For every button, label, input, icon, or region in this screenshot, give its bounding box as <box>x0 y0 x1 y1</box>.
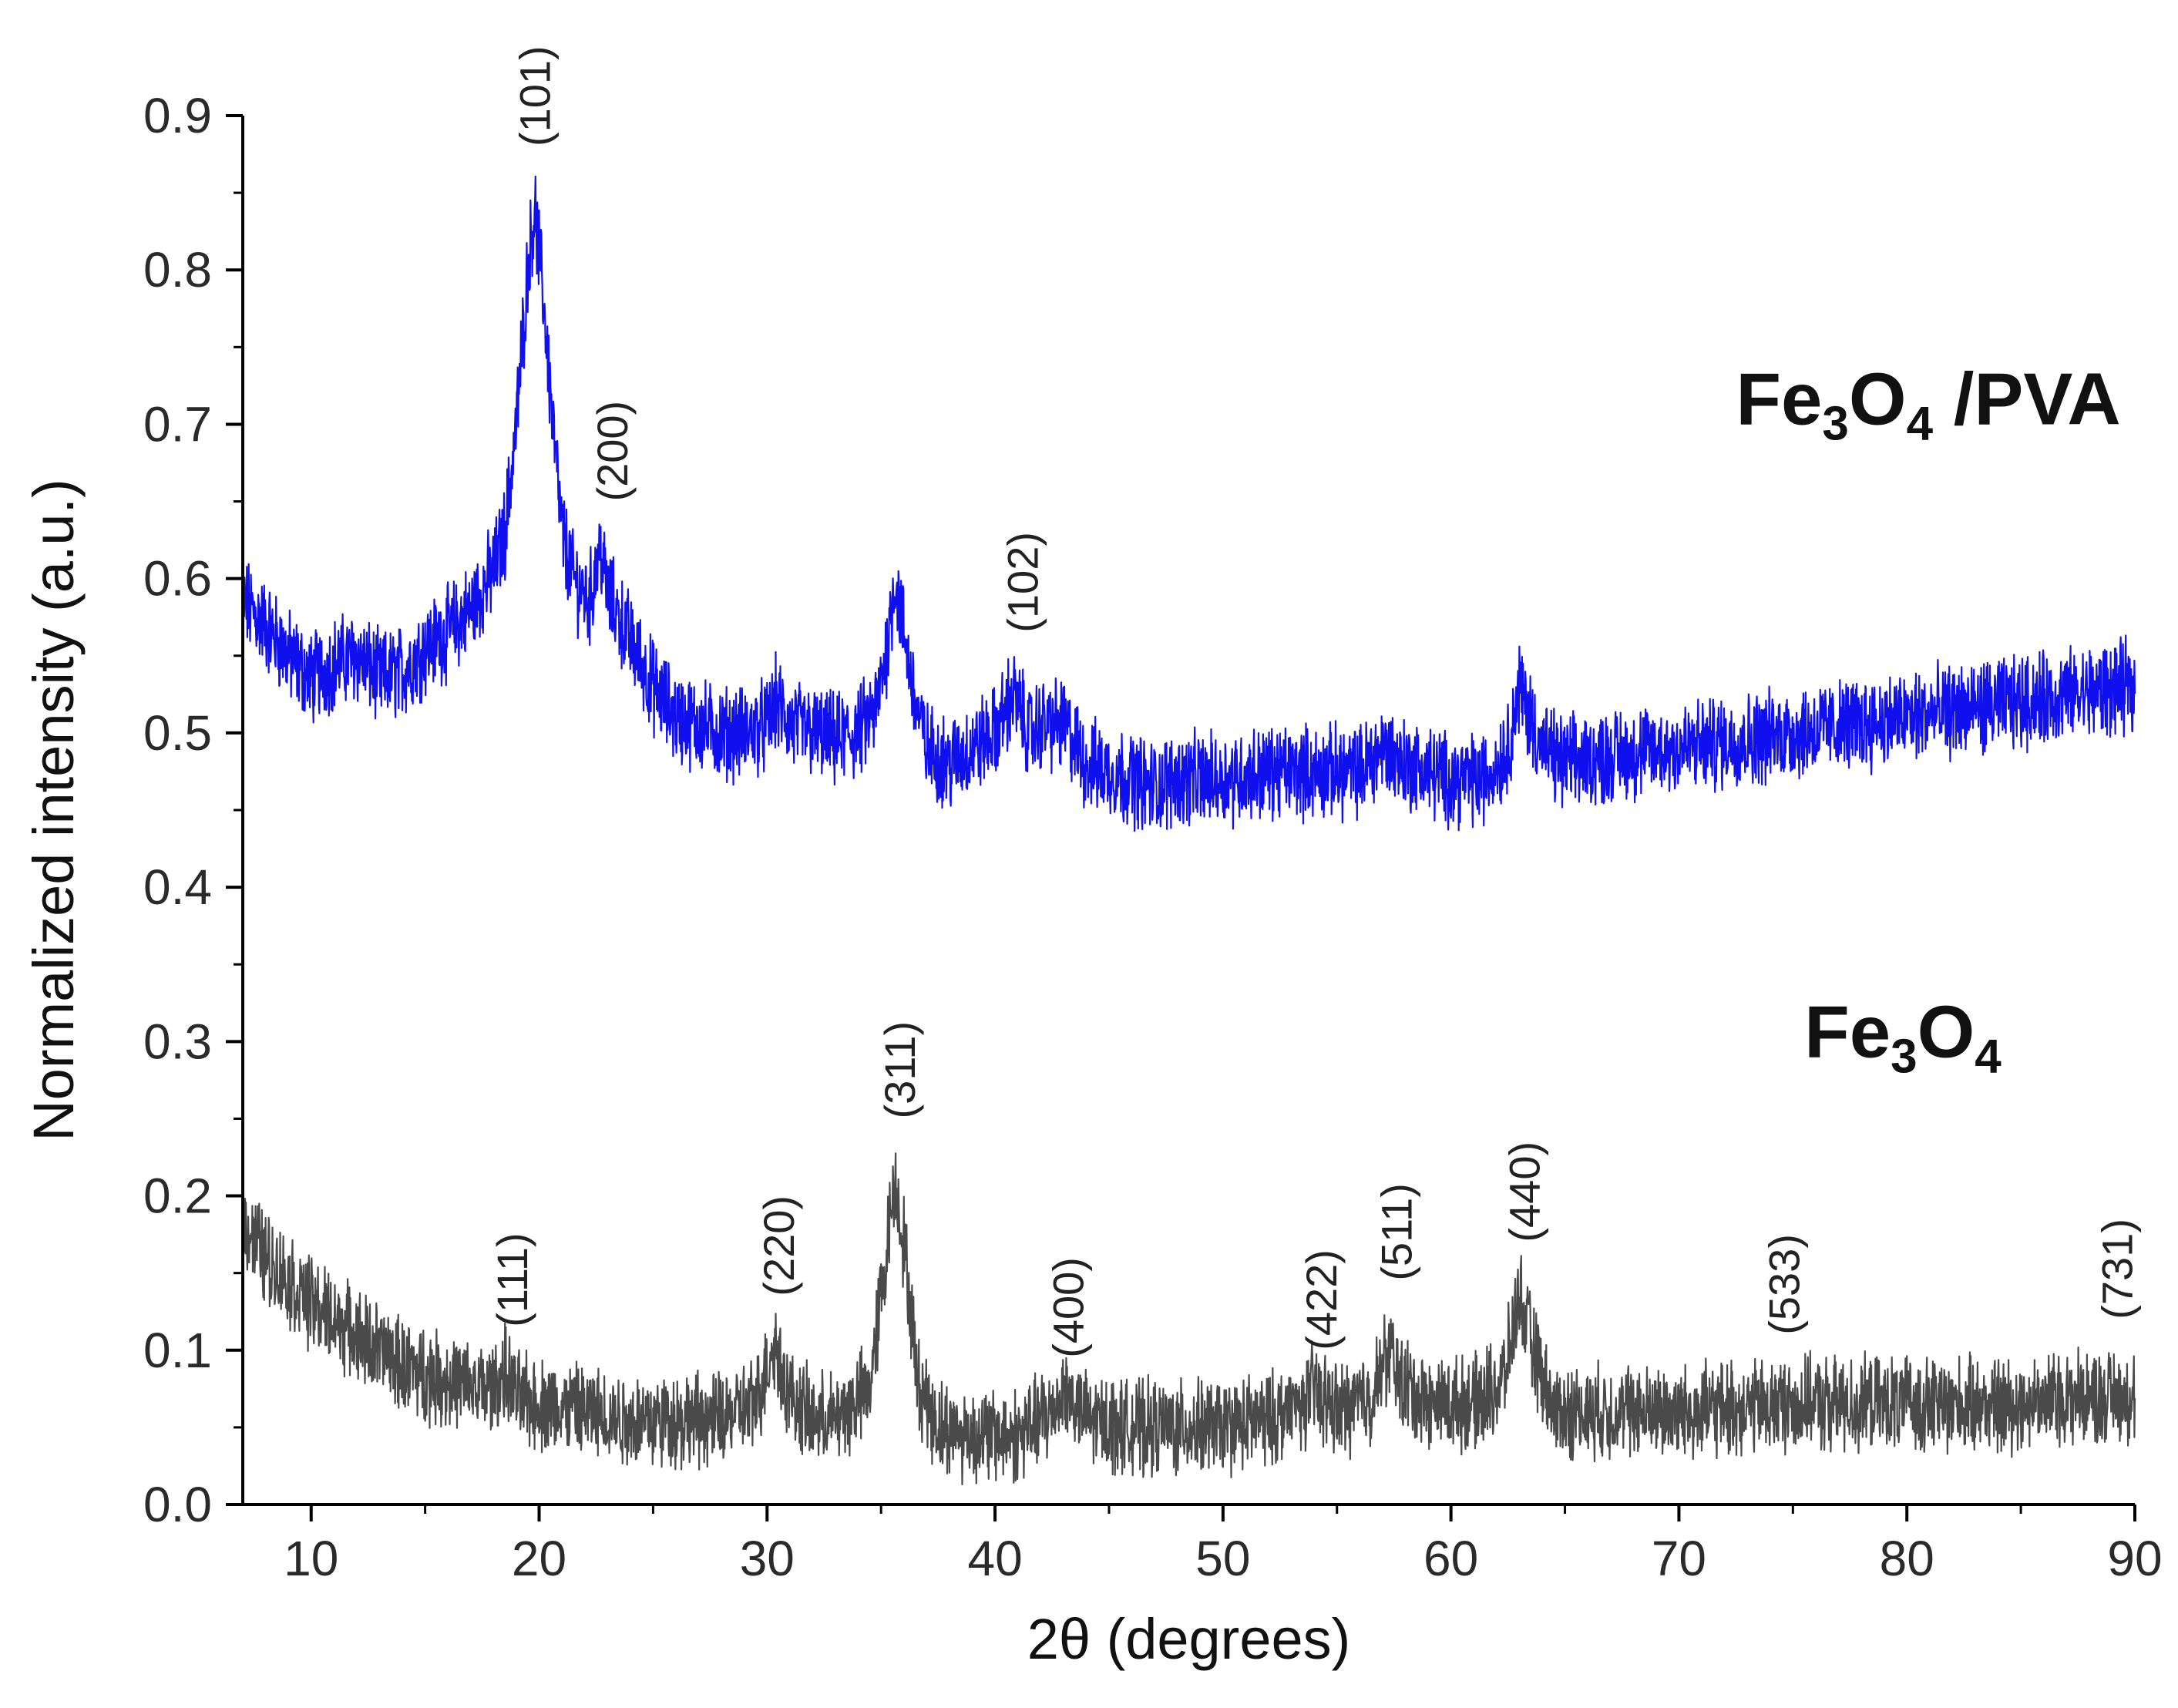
x-tick-label: 30 <box>740 1531 795 1586</box>
series-label-1: Fe3O4 <box>1804 990 2002 1083</box>
y-tick-label: 0.8 <box>143 242 212 298</box>
x-tick-label: 70 <box>1652 1531 1706 1586</box>
x-tick-label: 60 <box>1423 1531 1478 1586</box>
annotation-layer: (101) (200) (102) (111) (220) (311) (400) (422)… <box>488 45 2141 1357</box>
y-tick-label: 0.3 <box>143 1014 212 1069</box>
y-tick-label: 0.4 <box>143 859 212 915</box>
x-tick-label: 50 <box>1195 1531 1250 1586</box>
y-tick-label: 0.2 <box>143 1168 212 1224</box>
y-tick-label: 0.0 <box>143 1477 212 1532</box>
peak-label: (200) <box>588 401 637 502</box>
peak-label: (400) <box>1044 1257 1093 1358</box>
peak-label: (440) <box>1500 1141 1548 1242</box>
y-axis-label: Normalized intensity (a.u.) <box>22 479 86 1141</box>
x-tick-label: 20 <box>512 1531 566 1586</box>
peak-label: (102) <box>999 532 1047 633</box>
y-tick-label: 0.9 <box>143 88 212 143</box>
series-line-0 <box>241 175 2136 832</box>
y-tick-label: 0.6 <box>143 551 212 607</box>
x-tick-label: 90 <box>2107 1531 2162 1586</box>
y-tick-label: 0.7 <box>143 396 212 452</box>
series-line-1 <box>241 1152 2136 1486</box>
peak-label: (311) <box>876 1021 924 1119</box>
peak-label: (422) <box>1297 1249 1346 1350</box>
y-tick-label: 0.1 <box>143 1323 212 1378</box>
peak-label: (111) <box>488 1232 536 1326</box>
peak-label: (511) <box>1373 1183 1421 1281</box>
series-layer <box>241 175 2136 1486</box>
peak-label: (101) <box>511 45 560 146</box>
peak-label: (533) <box>1760 1234 1808 1335</box>
x-axis-label: 2θ (degrees) <box>1027 1607 1351 1671</box>
series-label-0: Fe3O4 /PVA <box>1736 358 2120 450</box>
x-tick-label: 40 <box>967 1531 1022 1586</box>
y-tick-label: 0.5 <box>143 705 212 761</box>
x-tick-label: 10 <box>284 1531 338 1586</box>
peak-label: (731) <box>2092 1219 2141 1320</box>
x-tick-label: 80 <box>1880 1531 1934 1586</box>
peak-label: (220) <box>755 1195 803 1296</box>
axes-layer: 10 20 30 40 50 60 70 80 90 0.0 0.1 0.2 0.3 0.4 0.5 0.6 0… <box>143 88 2163 1586</box>
